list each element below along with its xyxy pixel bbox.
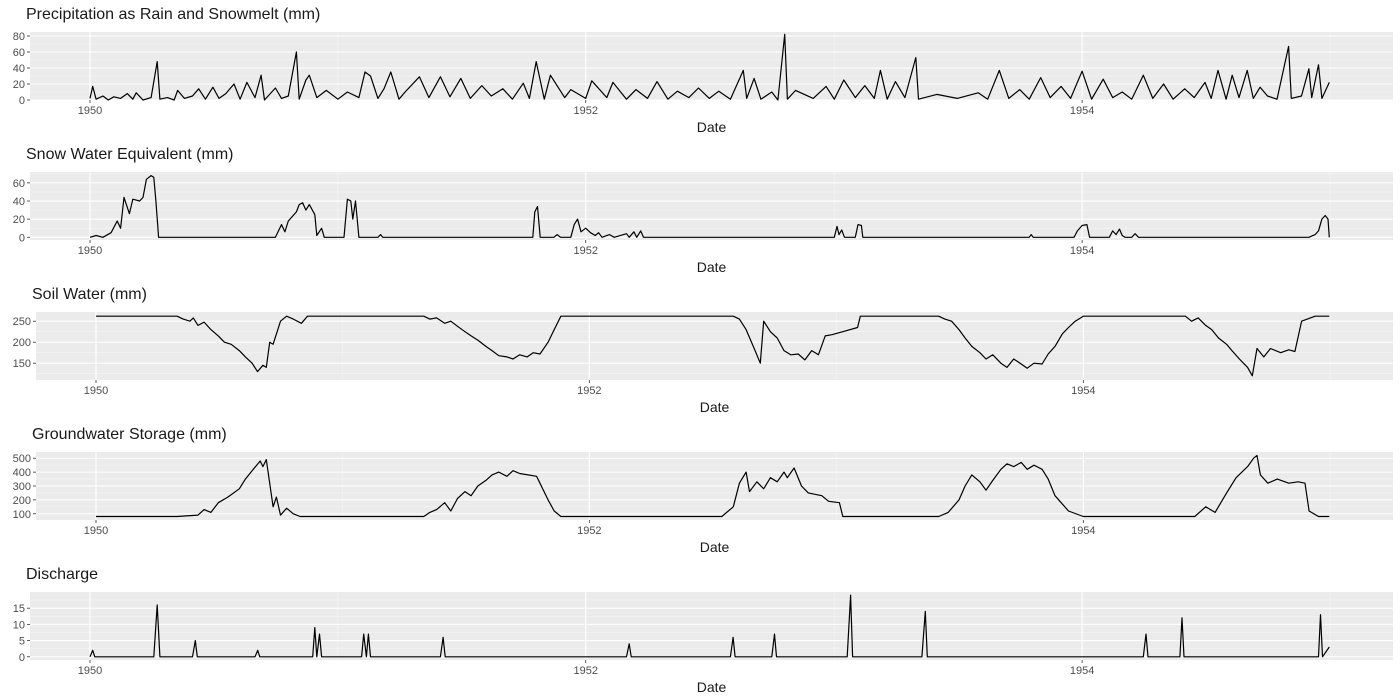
chart-panel-1: 0 20 40 60 80 1950 1952 1954 Precipitation as Ra… xyxy=(13,6,1393,135)
y-tick-label: 15 xyxy=(13,603,25,615)
panel-title: Snow Water Equivalent (mm) xyxy=(26,146,233,163)
x-axis-title: Date xyxy=(700,399,730,415)
plot-background xyxy=(30,32,1393,100)
y-tick-label: 40 xyxy=(13,196,25,208)
y-tick-label: 150 xyxy=(13,358,31,370)
x-tick-label: 1952 xyxy=(573,105,597,117)
x-tick-label: 1950 xyxy=(78,665,102,677)
series-line xyxy=(96,454,1330,518)
y-tick-label: 60 xyxy=(13,47,25,59)
x-tick-label: 1954 xyxy=(1070,665,1094,677)
plot-background xyxy=(30,172,1393,240)
series-line xyxy=(89,594,1330,658)
series-line xyxy=(96,315,1330,377)
y-tick-label: 20 xyxy=(13,79,25,91)
panel-title: Precipitation as Rain and Snowmelt (mm) xyxy=(26,6,320,23)
x-tick-label: 1952 xyxy=(573,665,597,677)
y-tick-label: 0 xyxy=(19,232,25,244)
series-line xyxy=(89,33,1330,101)
x-tick-label: 1954 xyxy=(1071,385,1095,397)
y-tick-label: 100 xyxy=(13,509,31,521)
y-tick-label: 300 xyxy=(13,481,31,493)
x-tick-label: 1954 xyxy=(1070,105,1094,117)
x-tick-label: 1954 xyxy=(1071,525,1095,537)
x-axis-title: Date xyxy=(700,539,730,555)
y-tick-label: 60 xyxy=(13,178,25,190)
x-tick-label: 1950 xyxy=(78,245,102,257)
x-tick-label: 1952 xyxy=(577,525,601,537)
x-axis-title: Date xyxy=(697,679,727,695)
plot-background xyxy=(36,312,1393,380)
panel-title: Discharge xyxy=(26,566,98,583)
y-tick-label: 80 xyxy=(13,31,25,43)
y-tick-label: 200 xyxy=(13,337,31,349)
x-tick-label: 1952 xyxy=(573,245,597,257)
x-tick-label: 1950 xyxy=(78,105,102,117)
y-tick-label: 400 xyxy=(13,467,31,479)
y-tick-label: 200 xyxy=(13,495,31,507)
panel-title: Soil Water (mm) xyxy=(32,286,147,303)
x-tick-label: 1950 xyxy=(84,385,108,397)
x-tick-label: 1954 xyxy=(1070,245,1094,257)
panel-title: Groundwater Storage (mm) xyxy=(32,426,227,443)
y-tick-label: 20 xyxy=(13,214,25,226)
y-tick-label: 40 xyxy=(13,63,25,75)
chart-panel-5: 0 5 10 15 1950 1952 1954 Discharge Date xyxy=(13,566,1393,695)
y-tick-label: 5 xyxy=(19,636,25,648)
y-tick-label: 250 xyxy=(13,316,31,328)
x-axis-title: Date xyxy=(697,119,727,135)
y-tick-label: 10 xyxy=(13,619,25,631)
x-axis-title: Date xyxy=(697,259,727,275)
chart-panel-2: 0 20 40 60 1950 1952 1954 Snow Water Equivalent… xyxy=(13,146,1393,275)
x-tick-label: 1952 xyxy=(577,385,601,397)
y-tick-label: 0 xyxy=(19,652,25,664)
series-line xyxy=(89,175,1330,238)
chart-panel-3: 150 200 250 1950 1952 1954 Soil Water (mm) Date xyxy=(13,286,1393,415)
chart-panel-4: 100 200 300 400 500 1950 1952 1954 Groundwater S… xyxy=(13,426,1393,555)
y-tick-label: 500 xyxy=(13,453,31,465)
y-tick-label: 0 xyxy=(19,95,25,107)
plot-background xyxy=(30,592,1393,660)
x-tick-label: 1950 xyxy=(84,525,108,537)
